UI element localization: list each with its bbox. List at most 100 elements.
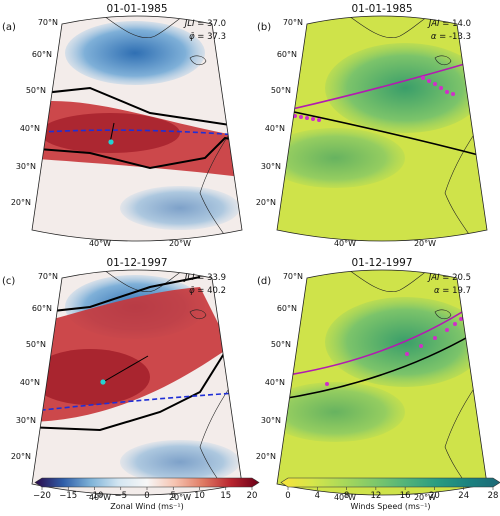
jet-latitude-line [32, 391, 242, 413]
colorbar-tick-label: 12 [370, 491, 381, 501]
panel-title: 01-01-1985 [106, 3, 167, 15]
iceland-coast [434, 55, 452, 66]
colorbar-tick-label: 20 [247, 491, 258, 501]
jet-location-marker [100, 379, 106, 385]
map-field [32, 270, 242, 495]
jet-point [477, 59, 481, 63]
longitude-tick-label: 40°W [334, 493, 356, 502]
iceland-coast [189, 309, 207, 320]
index-value-label: α = 19.7 [434, 286, 471, 296]
index-value-label: φ̄ = 37.3 [189, 32, 226, 42]
jet-contour [32, 86, 242, 129]
latitude-tick-label: 30°N [261, 416, 281, 425]
panel-label: (b) [257, 22, 271, 33]
longitude-tick-label: 40°W [334, 239, 356, 248]
colorbar-label: Zonal Wind (ms⁻¹) [110, 502, 183, 511]
latitude-tick-label: 40°N [265, 378, 285, 387]
longitude-tick-label: 20°W [414, 239, 436, 248]
fitted-arc [277, 57, 486, 114]
latitude-tick-label: 60°N [32, 304, 52, 313]
colorbar-scale [280, 477, 500, 488]
map-panel-2: (b) 01-01-1985 70°N 60°N 50°N 40°N 30°N 20°N 40°… [256, 3, 488, 248]
colorbar-tick-label: −20 [33, 491, 51, 501]
panel-title: 01-01-1985 [351, 3, 412, 15]
jet-point [471, 303, 475, 307]
jet-point [459, 317, 463, 321]
jet-point [445, 90, 449, 94]
latitude-tick-label: 70°N [38, 18, 58, 27]
colorbar-tick-label: 5 [171, 491, 176, 501]
latitude-tick-label: 70°N [38, 272, 58, 281]
latitude-tick-label: 30°N [16, 162, 36, 171]
colorbar-tick-label: 20 [429, 491, 440, 501]
reference-arc [277, 326, 486, 401]
colorbar-tick-label: 15 [220, 491, 231, 501]
longitude-tick-label: 20°W [169, 239, 191, 248]
panel-label: (c) [2, 276, 15, 287]
index-value-label: JAI = 20.5 [427, 273, 471, 283]
jet-point [471, 61, 475, 65]
jet-contour [32, 351, 226, 432]
jet-location-marker [108, 139, 114, 145]
panel-label: (a) [2, 22, 16, 33]
greenland-coast [344, 16, 436, 38]
latitude-tick-label: 30°N [16, 416, 36, 425]
map-frame [276, 15, 488, 242]
latitude-tick-label: 30°N [261, 162, 281, 171]
jet-point [405, 352, 409, 356]
jet-latitude-line [32, 129, 242, 137]
jet-point [287, 113, 291, 117]
index-value-label: α = -13.3 [431, 32, 471, 42]
negative-wind-region [120, 186, 240, 230]
latitude-tick-label: 60°N [32, 50, 52, 59]
high-speed-region [325, 43, 485, 133]
longitude-tick-label: 20°W [169, 493, 191, 502]
latitude-tick-label: 40°N [20, 378, 40, 387]
jet-point [445, 328, 449, 332]
jet-core [40, 113, 180, 153]
colorbar-tick-label: 4 [315, 491, 320, 501]
map-panel-1: (a) 01-01-1985 70°N 60°N 50°N 40°N 30°N 20°N 40°… [2, 3, 243, 248]
jet-point [453, 322, 457, 326]
map-frame [31, 15, 243, 242]
latitude-tick-label: 40°N [265, 124, 285, 133]
latitude-tick-label: 60°N [277, 50, 297, 59]
latitude-tick-label: 40°N [20, 124, 40, 133]
colorbar-label: Winds Speed (ms⁻¹) [350, 502, 430, 511]
jet-point [433, 336, 437, 340]
jet-point [475, 298, 479, 302]
index-value-label: JLI = 37.0 [183, 19, 226, 29]
jet-point [317, 118, 321, 122]
colorbar-tick-label: −15 [59, 491, 77, 501]
jet-point [465, 64, 469, 68]
latitude-tick-label: 70°N [283, 18, 303, 27]
panel-label: (d) [257, 276, 271, 287]
colorbar-scale [34, 477, 260, 488]
high-speed-region [277, 382, 405, 442]
colorbar-tick-label: 0 [144, 491, 149, 501]
colorbar-tick-label: 16 [400, 491, 411, 501]
index-value-label: JAI = 14.0 [427, 19, 471, 29]
iceland-coast [189, 55, 207, 66]
jet-point [463, 312, 467, 316]
colorbar-tick-label: −5 [114, 491, 127, 501]
negative-wind-region [65, 21, 205, 85]
jet-point [325, 382, 329, 386]
panel-title: 01-12-1997 [351, 257, 412, 269]
colorbar-tick-label: 24 [458, 491, 469, 501]
jet-point [281, 114, 285, 118]
longitude-tick-label: 40°W [89, 493, 111, 502]
colorbar-2: 0 4 8 12 16 20 24 28 Winds Speed (ms⁻¹) [280, 477, 500, 511]
greenland-coast [99, 270, 191, 292]
jet-point [311, 117, 315, 121]
colorbar-tick-label: 0 [285, 491, 290, 501]
panel-title: 01-12-1997 [106, 257, 167, 269]
latitude-tick-label: 20°N [256, 452, 276, 461]
colorbar-tick-label: 10 [194, 491, 205, 501]
negative-wind-region [120, 440, 240, 484]
colorbar-tick-label: 28 [488, 491, 499, 501]
longitude-tick-label: 40°W [89, 239, 111, 248]
jet-tilt-line [102, 355, 149, 383]
index-value-label: φ̄ = 40.2 [189, 286, 226, 296]
